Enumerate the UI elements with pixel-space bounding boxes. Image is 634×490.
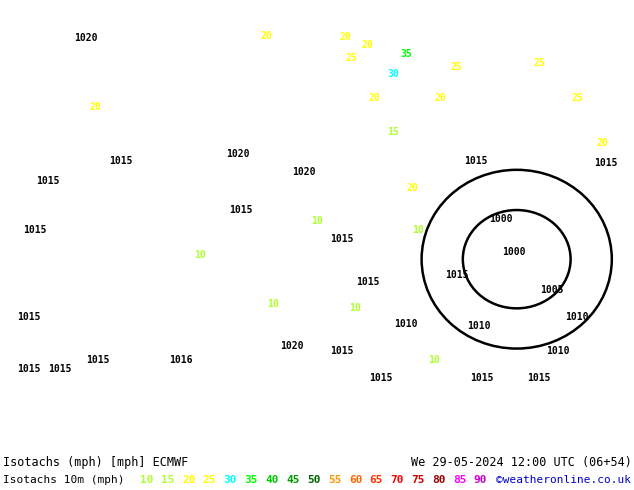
Text: 20: 20 bbox=[597, 138, 608, 148]
Text: 1015: 1015 bbox=[16, 364, 41, 374]
Text: 1020: 1020 bbox=[74, 33, 98, 43]
Text: 1010: 1010 bbox=[565, 312, 589, 322]
Text: Isotachs (mph) [mph] ECMWF: Isotachs (mph) [mph] ECMWF bbox=[3, 456, 188, 469]
Text: 60: 60 bbox=[349, 475, 362, 485]
Text: Isotachs 10m (mph): Isotachs 10m (mph) bbox=[3, 475, 124, 485]
Text: 90: 90 bbox=[474, 475, 488, 485]
Text: 1005: 1005 bbox=[540, 286, 564, 295]
Text: 1020: 1020 bbox=[280, 342, 304, 351]
Text: 1000: 1000 bbox=[489, 214, 513, 224]
Text: 50: 50 bbox=[307, 475, 321, 485]
Text: 1015: 1015 bbox=[229, 205, 253, 215]
Text: 1015: 1015 bbox=[36, 176, 60, 186]
Text: 20: 20 bbox=[362, 40, 373, 49]
Text: 1015: 1015 bbox=[463, 156, 488, 166]
Text: 25: 25 bbox=[533, 57, 545, 68]
Text: 1015: 1015 bbox=[330, 346, 354, 356]
Text: 10: 10 bbox=[140, 475, 154, 485]
Text: 20: 20 bbox=[89, 102, 101, 112]
Text: 30: 30 bbox=[224, 475, 237, 485]
Text: 20: 20 bbox=[406, 183, 418, 193]
Text: 1015: 1015 bbox=[48, 364, 72, 374]
Text: 1015: 1015 bbox=[368, 372, 392, 383]
Text: 10: 10 bbox=[194, 250, 205, 260]
Text: 1015: 1015 bbox=[16, 312, 41, 322]
Text: 45: 45 bbox=[286, 475, 300, 485]
Text: 55: 55 bbox=[328, 475, 342, 485]
Text: 15: 15 bbox=[161, 475, 175, 485]
Text: 10: 10 bbox=[413, 225, 424, 235]
Text: 25: 25 bbox=[451, 62, 462, 72]
Text: 75: 75 bbox=[411, 475, 425, 485]
Text: 1015: 1015 bbox=[86, 355, 110, 365]
Text: 70: 70 bbox=[391, 475, 404, 485]
Text: 1015: 1015 bbox=[593, 158, 618, 168]
Text: 10: 10 bbox=[429, 355, 440, 365]
Text: 25: 25 bbox=[203, 475, 216, 485]
Text: 20: 20 bbox=[261, 31, 272, 41]
Text: 1020: 1020 bbox=[292, 167, 316, 177]
Text: 35: 35 bbox=[245, 475, 258, 485]
Text: 10: 10 bbox=[349, 303, 361, 313]
Text: 10: 10 bbox=[311, 216, 323, 226]
Text: 15: 15 bbox=[387, 127, 399, 137]
Text: 20: 20 bbox=[340, 32, 351, 42]
Text: 1015: 1015 bbox=[527, 372, 551, 383]
Text: ©weatheronline.co.uk: ©weatheronline.co.uk bbox=[496, 475, 631, 485]
Text: 65: 65 bbox=[370, 475, 383, 485]
Text: 25: 25 bbox=[346, 53, 358, 63]
Text: 10: 10 bbox=[267, 299, 278, 309]
Text: 80: 80 bbox=[432, 475, 446, 485]
Text: 20: 20 bbox=[182, 475, 195, 485]
Text: 30: 30 bbox=[387, 69, 399, 79]
Text: 1015: 1015 bbox=[470, 372, 494, 383]
Text: 1000: 1000 bbox=[501, 247, 526, 257]
Text: 1010: 1010 bbox=[394, 319, 418, 329]
Text: We 29-05-2024 12:00 UTC (06+54): We 29-05-2024 12:00 UTC (06+54) bbox=[411, 456, 631, 469]
Text: 85: 85 bbox=[453, 475, 467, 485]
Text: 1010: 1010 bbox=[546, 346, 570, 356]
Text: 35: 35 bbox=[400, 49, 411, 59]
Text: 1020: 1020 bbox=[226, 149, 250, 159]
Text: 1015: 1015 bbox=[356, 276, 380, 287]
Text: 1015: 1015 bbox=[23, 225, 47, 235]
Text: 1015: 1015 bbox=[108, 156, 133, 166]
Text: 1016: 1016 bbox=[169, 355, 193, 365]
Text: 1015: 1015 bbox=[444, 270, 469, 280]
Text: 1010: 1010 bbox=[467, 321, 491, 331]
Text: 40: 40 bbox=[266, 475, 279, 485]
Text: 20: 20 bbox=[435, 93, 446, 103]
Text: 25: 25 bbox=[571, 93, 583, 103]
Text: 20: 20 bbox=[368, 93, 380, 103]
Text: 1015: 1015 bbox=[330, 234, 354, 244]
